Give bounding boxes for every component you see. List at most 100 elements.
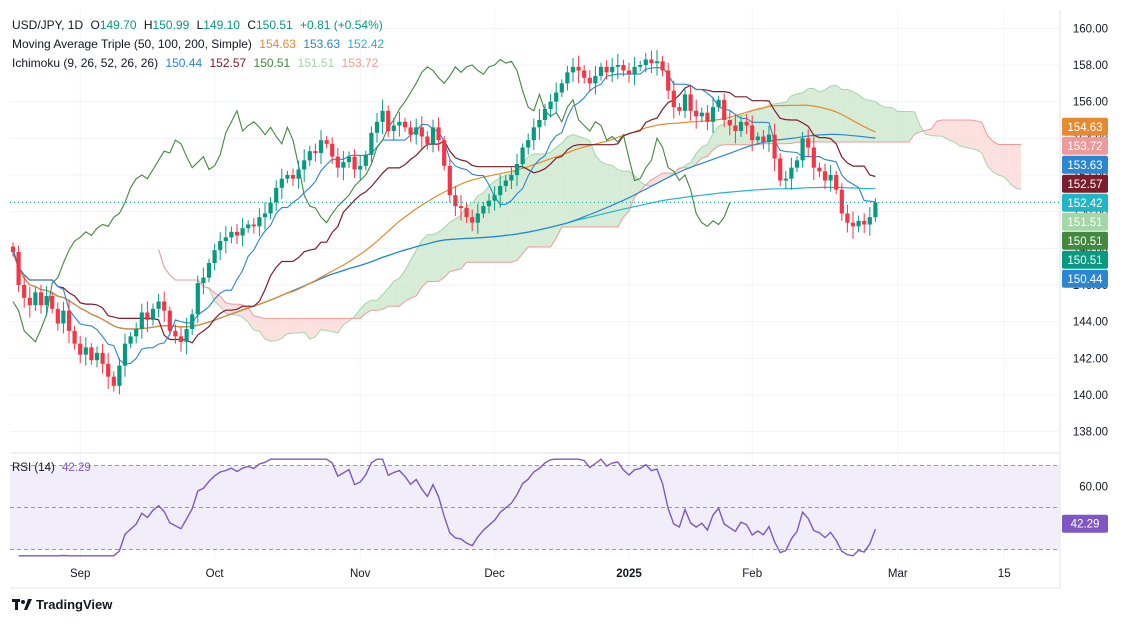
candle-body — [520, 147, 525, 164]
cloud-segment — [601, 161, 607, 227]
candle-body — [766, 134, 772, 142]
candle-body — [610, 66, 615, 73]
cloud-segment — [925, 128, 932, 136]
candle-body — [408, 127, 413, 135]
candle-body — [817, 167, 822, 172]
price-tick-label: 156.00 — [1073, 97, 1108, 109]
candle-body — [111, 376, 116, 386]
ohlc-high: H150.99 — [143, 18, 190, 32]
candle-body — [358, 165, 363, 170]
cloud-segment — [780, 102, 786, 144]
candle-body — [156, 301, 161, 309]
candle-body — [733, 125, 738, 131]
cloud-segment — [1015, 144, 1021, 190]
candle-body — [251, 224, 256, 227]
cloud-segment — [500, 175, 506, 263]
candle-body — [710, 107, 716, 122]
candle-body — [391, 125, 396, 131]
cloud-segment — [931, 121, 937, 136]
candle-body — [682, 94, 688, 111]
cloud-segment — [309, 318, 316, 340]
candle-body — [100, 352, 105, 364]
candle-body — [643, 59, 648, 65]
cloud-segment — [545, 152, 551, 247]
ichimoku-legend[interactable]: Ichimoku (9, 26, 52, 26, 26) 150.44 152.… — [12, 56, 382, 70]
time-tick-label: 2025 — [616, 568, 642, 580]
cloud-segment — [511, 169, 517, 263]
price-tag-text: 153.63 — [1067, 160, 1102, 172]
cloud-segment — [897, 111, 904, 142]
candle-body — [16, 252, 21, 285]
ma-legend[interactable]: Moving Average Triple (50, 100, 200, Sim… — [12, 37, 388, 51]
leading-span-a — [158, 84, 1022, 342]
price-tags: 154.63 153.72 153.63 152.57 152.42 151.51 150.… — [1062, 117, 1108, 288]
price-tag-text: 153.72 — [1067, 141, 1102, 153]
candle-body — [201, 277, 206, 284]
candle-body — [811, 147, 816, 168]
candle-body — [800, 138, 805, 161]
cloud-segment — [769, 103, 775, 144]
candle-body — [621, 65, 626, 71]
candle-body — [268, 202, 273, 214]
candle-body — [363, 154, 368, 166]
cloud-segment — [881, 105, 887, 142]
symbol-label[interactable]: USD/JPY, 1D — [12, 18, 84, 32]
candle-body — [806, 138, 811, 148]
time-tick-label: Feb — [742, 568, 762, 580]
candle-body — [778, 158, 783, 181]
tradingview-icon — [12, 598, 32, 611]
candle-body — [738, 121, 744, 131]
cloud-segment — [825, 86, 831, 142]
conversion-value: 150.44 — [165, 56, 203, 70]
rsi-legend[interactable]: RSI (14) 42.29 — [12, 461, 95, 475]
candle-body — [867, 217, 872, 225]
cloud-segment — [640, 181, 646, 191]
spanA-value: 151.51 — [297, 56, 335, 70]
rsi-tag-text: 42.29 — [1071, 519, 1100, 531]
cloud-segment — [802, 88, 809, 142]
ichimoku-cloud — [158, 85, 1021, 342]
tradingview-logo[interactable]: TradingView — [12, 597, 112, 612]
time-tick-label: Sep — [70, 568, 90, 580]
candle-body — [380, 110, 385, 122]
cloud-segment — [433, 231, 439, 282]
cloud-segment — [472, 195, 478, 263]
cloud-segment — [864, 99, 870, 142]
cloud-segment — [276, 318, 282, 341]
candle-body — [554, 92, 559, 102]
candle-body — [442, 140, 447, 166]
candle-body — [492, 195, 497, 201]
rsi-pane: 42.29 — [10, 458, 1108, 557]
candle-body — [218, 241, 223, 251]
candle-body — [509, 175, 514, 181]
candle-body — [234, 231, 240, 236]
candle-body — [453, 195, 458, 207]
candle-body — [285, 175, 290, 179]
price-tag-bg — [1062, 193, 1108, 212]
cloud-segment — [550, 147, 557, 247]
candle-body — [257, 217, 262, 227]
ma-title: Moving Average Triple (50, 100, 200, Sim… — [12, 37, 252, 51]
candle-body — [178, 336, 184, 342]
cloud-segment — [371, 300, 377, 311]
cloud-segment — [696, 146, 702, 164]
candle-body — [290, 175, 296, 179]
rsi-tag-bg — [1062, 514, 1108, 533]
time-tick-label: Mar — [888, 568, 908, 580]
cloud-segment — [556, 143, 562, 239]
time-tick-label: Dec — [484, 568, 505, 580]
cloud-segment — [612, 165, 618, 227]
candle-body — [794, 160, 800, 168]
cloud-segment — [337, 318, 344, 333]
candle-body — [318, 140, 324, 153]
candle-body — [638, 65, 643, 67]
candle-body — [856, 220, 861, 227]
cloud-segment — [886, 107, 893, 142]
cloud-segment — [953, 119, 960, 146]
candle-body — [559, 83, 564, 93]
candle-body — [565, 72, 570, 84]
candle-body — [845, 213, 850, 223]
cloud-segment — [421, 234, 428, 288]
cloud-segment — [225, 302, 232, 315]
